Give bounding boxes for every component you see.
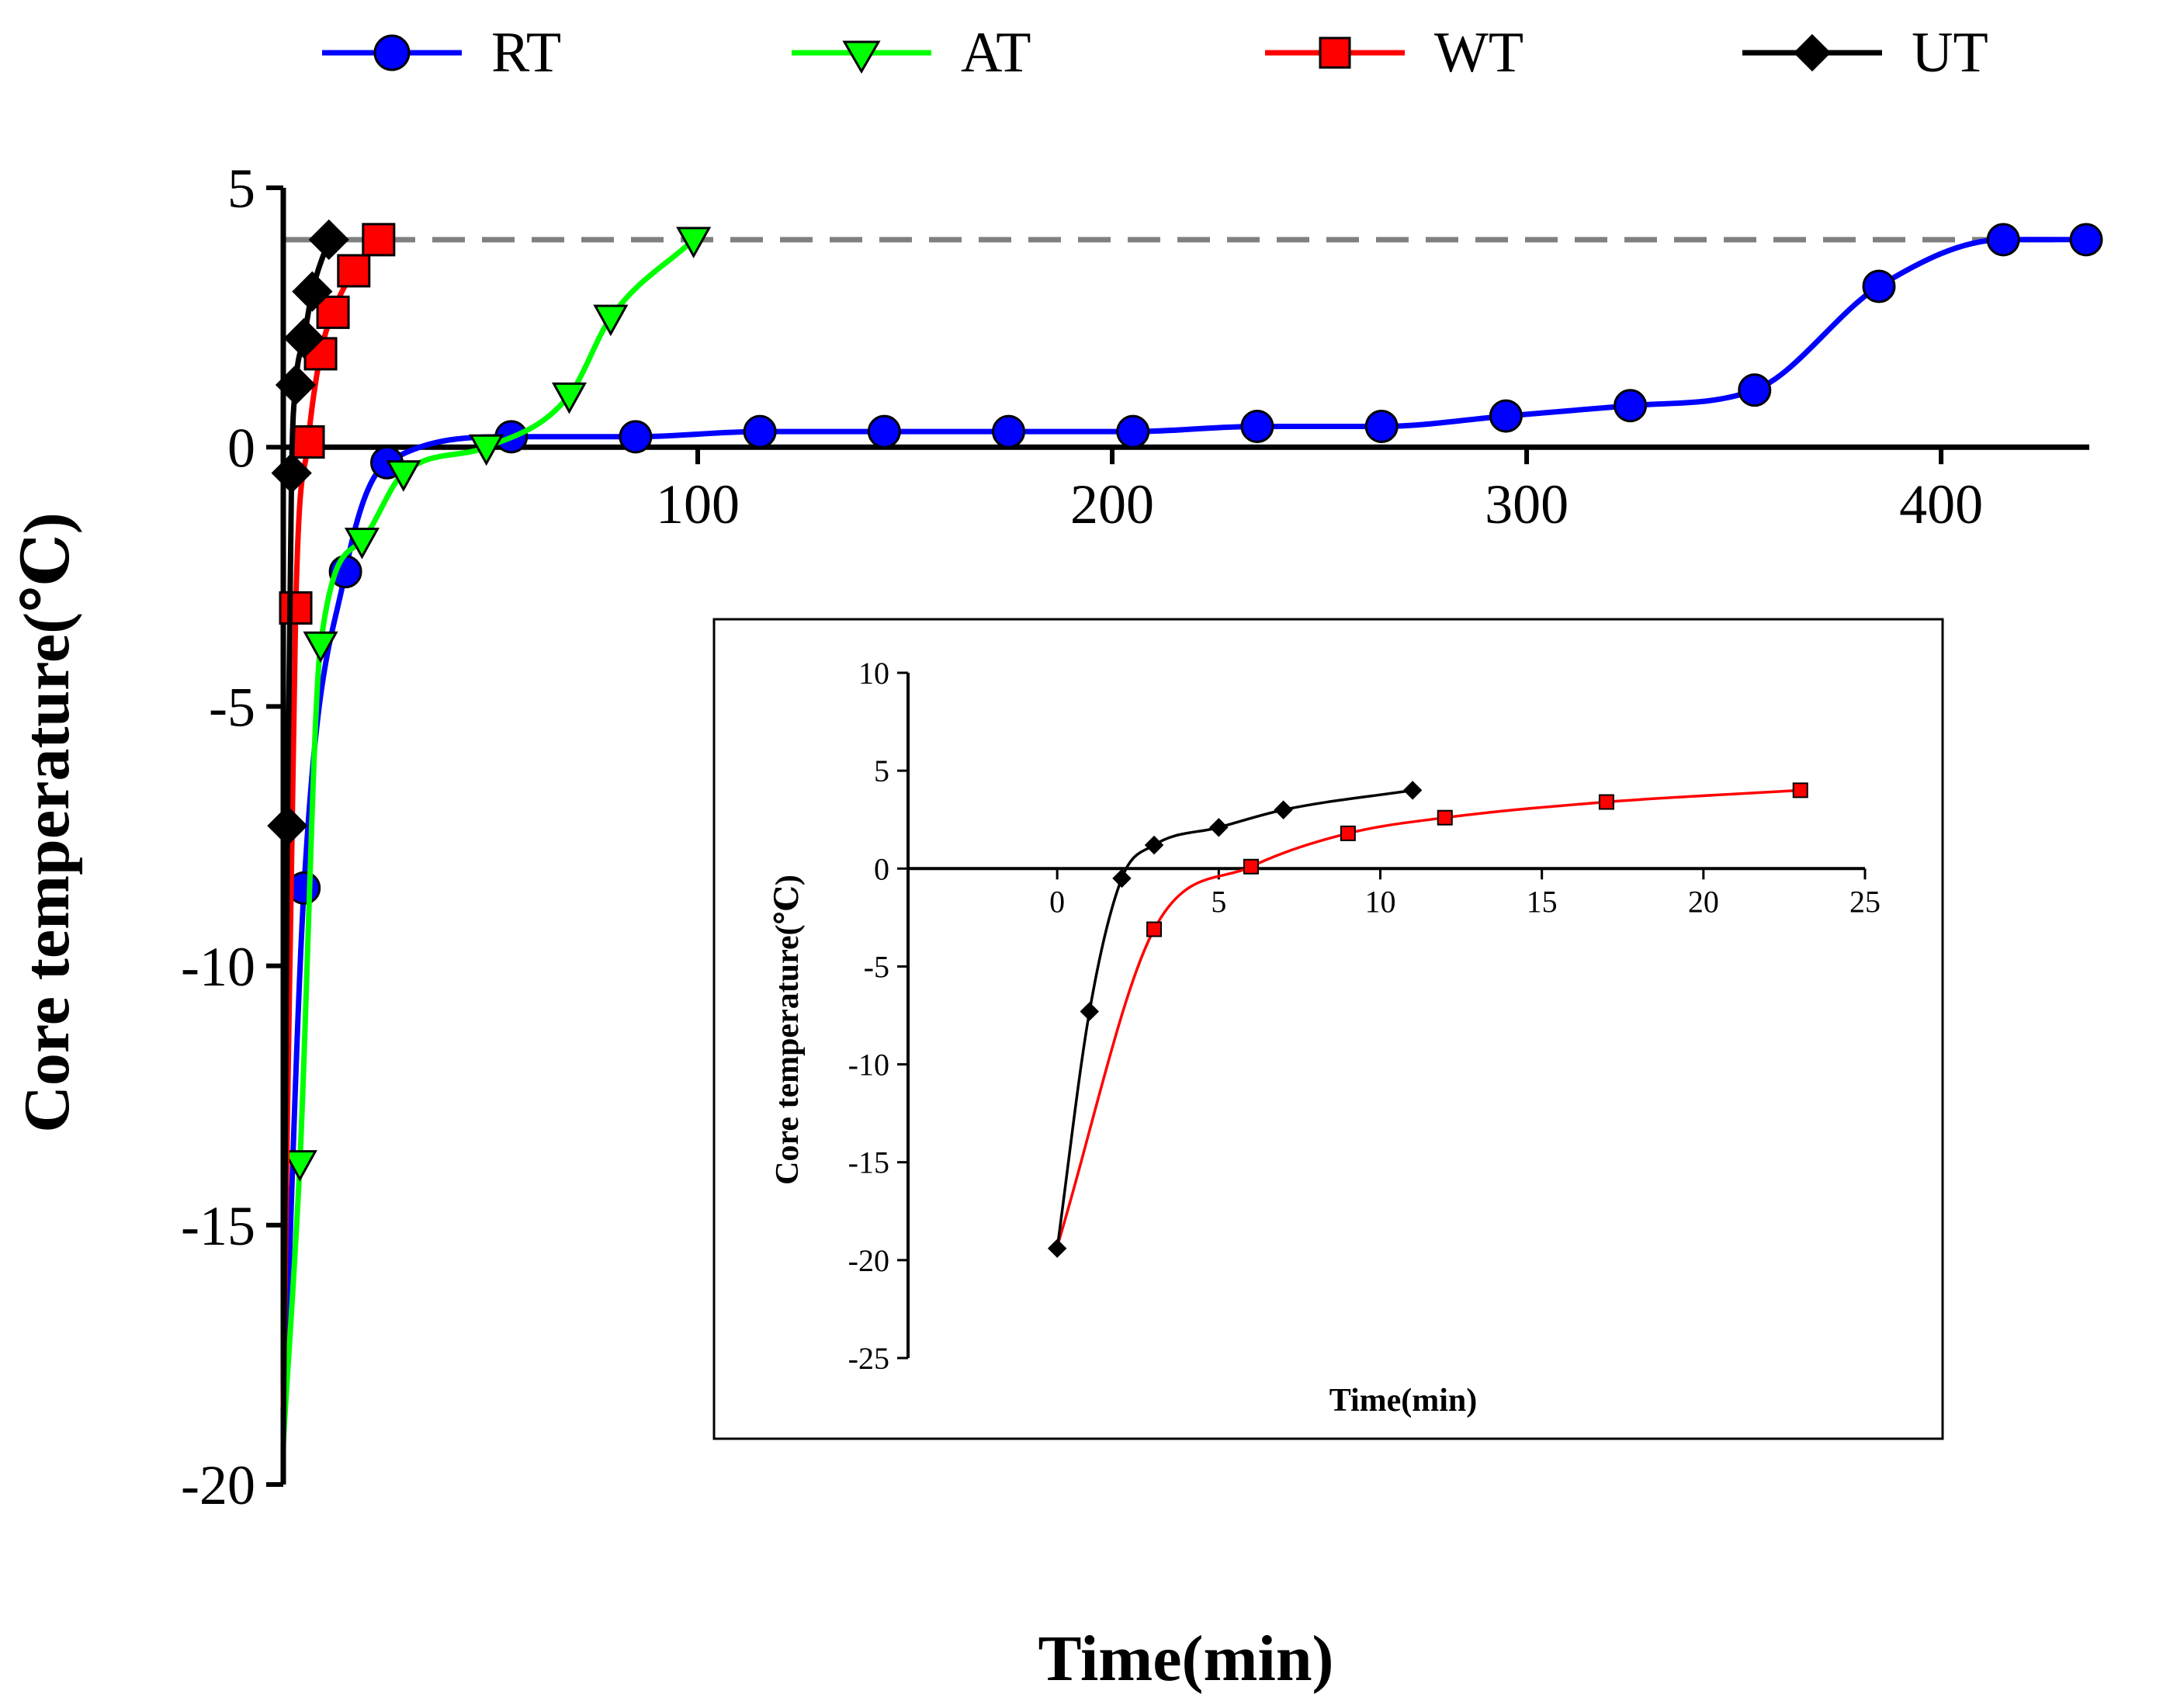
inset-x-tick-label: 20 (1688, 884, 1719, 919)
main-point-at (303, 631, 338, 663)
main-point-ut (283, 317, 324, 359)
main-point-ut (271, 452, 312, 494)
main-point-wt (337, 254, 371, 288)
inset-point-wt (1340, 825, 1356, 841)
inset-frame (712, 618, 1944, 1440)
inset-point-wt (1792, 782, 1808, 799)
inset-y-tick-label: 5 (874, 754, 889, 788)
inset-y-tick-label: -5 (864, 949, 889, 984)
inset-y-tick-label: -20 (848, 1243, 889, 1278)
main-chart: 50-5-10-15-20 100 200 300 400 Core temperat… (11, 158, 2103, 1695)
inset-point-ut (1112, 868, 1132, 889)
main-point-wt (291, 425, 325, 459)
main-y-tick-label: -5 (209, 677, 255, 739)
legend-label-wt: WT (1434, 21, 1524, 85)
inset-y-tick-label: -10 (848, 1048, 889, 1083)
main-point-at (551, 382, 588, 414)
inset-point-wt (1146, 921, 1163, 937)
main-point-wt (316, 295, 350, 329)
main-y-axis-title: Core temperature(℃) (11, 512, 83, 1133)
main-point-rt (1240, 409, 1274, 443)
main-point-ut (275, 364, 317, 406)
main-point-rt (1116, 414, 1150, 449)
main-point-rt (867, 414, 901, 449)
inset-point-wt (1598, 794, 1614, 810)
inset-y-axis-title: Core temperature(℃) (770, 875, 806, 1185)
main-point-wt (279, 591, 313, 625)
inset-chart: 10 5 0 -5 -10 -15 -20 -25 0 5 10 15 20 25 Core tempe… (712, 618, 1944, 1440)
main-point-at (593, 304, 629, 337)
legend: RT AT WT UT (322, 21, 1988, 85)
inset-point-ut (1274, 800, 1293, 819)
main-line-at (280, 237, 696, 1443)
inset-point-ut (1047, 1239, 1067, 1258)
main-point-rt (992, 414, 1026, 449)
main-point-at (282, 1150, 317, 1182)
legend-item-wt: WT (1265, 21, 1524, 85)
inset-y-ticks: 10 5 0 -5 -10 -15 -20 -25 (848, 656, 908, 1376)
main-x-axis-title: Time(min) (1038, 1623, 1333, 1695)
main-x-tick-label: 400 (1899, 473, 1983, 535)
main-x-ticks: 100 200 300 400 (656, 447, 1983, 535)
main-y-tick-label: 5 (227, 158, 255, 220)
inset-x-axis-title: Time(min) (1329, 1383, 1478, 1419)
inset-x-tick-label: 5 (1211, 884, 1226, 919)
inset-y-tick-label: -25 (848, 1341, 889, 1376)
main-y-tick-label: -10 (181, 936, 255, 998)
inset-point-wt (1437, 809, 1453, 826)
main-series (267, 219, 2103, 1453)
main-point-at (344, 528, 380, 560)
legend-marker-rt (373, 34, 411, 71)
main-x-tick-label: 300 (1485, 473, 1569, 535)
inset-y-tick-label: 0 (874, 851, 889, 886)
inset-point-ut (1402, 781, 1423, 800)
legend-label-rt: RT (491, 21, 561, 85)
inset-point-ut (1080, 1002, 1100, 1021)
legend-marker-at (842, 40, 881, 74)
main-y-tick-label: 0 (227, 417, 255, 479)
main-point-rt (1986, 223, 2020, 257)
legend-item-at: AT (792, 21, 1031, 85)
main-point-rt (1862, 269, 1896, 303)
inset-y-tick-label: -15 (848, 1145, 889, 1180)
legend-item-rt: RT (322, 21, 561, 85)
main-x-tick-label: 200 (1070, 473, 1154, 535)
legend-marker-ut (1793, 33, 1832, 72)
main-point-wt (362, 223, 396, 257)
main-point-ut (267, 805, 308, 847)
main-y-tick-label: -20 (181, 1454, 255, 1516)
main-point-rt (2069, 223, 2103, 257)
main-line-ut (280, 238, 332, 1453)
main-point-rt (619, 420, 653, 454)
main-point-rt (1738, 373, 1772, 407)
main-point-rt (1364, 409, 1399, 443)
main-point-rt (1489, 399, 1523, 433)
main-y-ticks: 5 0 -5 -10 -15 -20 (181, 158, 283, 1516)
main-point-ut (292, 271, 333, 312)
main-point-rt (743, 414, 777, 449)
main-point-at (676, 227, 712, 258)
inset-series (1047, 781, 1808, 1258)
main-x-tick-label: 100 (656, 473, 740, 535)
inset-x-tick-label: 10 (1365, 884, 1396, 919)
inset-x-tick-label: 0 (1049, 884, 1065, 919)
inset-point-ut (1144, 835, 1164, 855)
legend-marker-wt (1319, 36, 1351, 69)
inset-point-wt (1243, 858, 1259, 875)
main-point-at (469, 434, 504, 466)
legend-label-at: AT (961, 21, 1031, 85)
legend-item-ut: UT (1742, 21, 1988, 85)
inset-x-tick-label: 25 (1849, 884, 1881, 919)
main-point-at (386, 460, 421, 492)
inset-y-tick-label: 10 (858, 656, 889, 691)
main-point-ut (308, 219, 349, 260)
main-y-tick-label: -15 (181, 1195, 255, 1257)
legend-label-ut: UT (1912, 21, 1988, 85)
inset-x-ticks: 0 5 10 15 20 25 (1049, 868, 1881, 919)
inset-x-tick-label: 15 (1527, 884, 1558, 919)
inset-point-ut (1209, 818, 1229, 837)
main-point-rt (1614, 389, 1648, 423)
